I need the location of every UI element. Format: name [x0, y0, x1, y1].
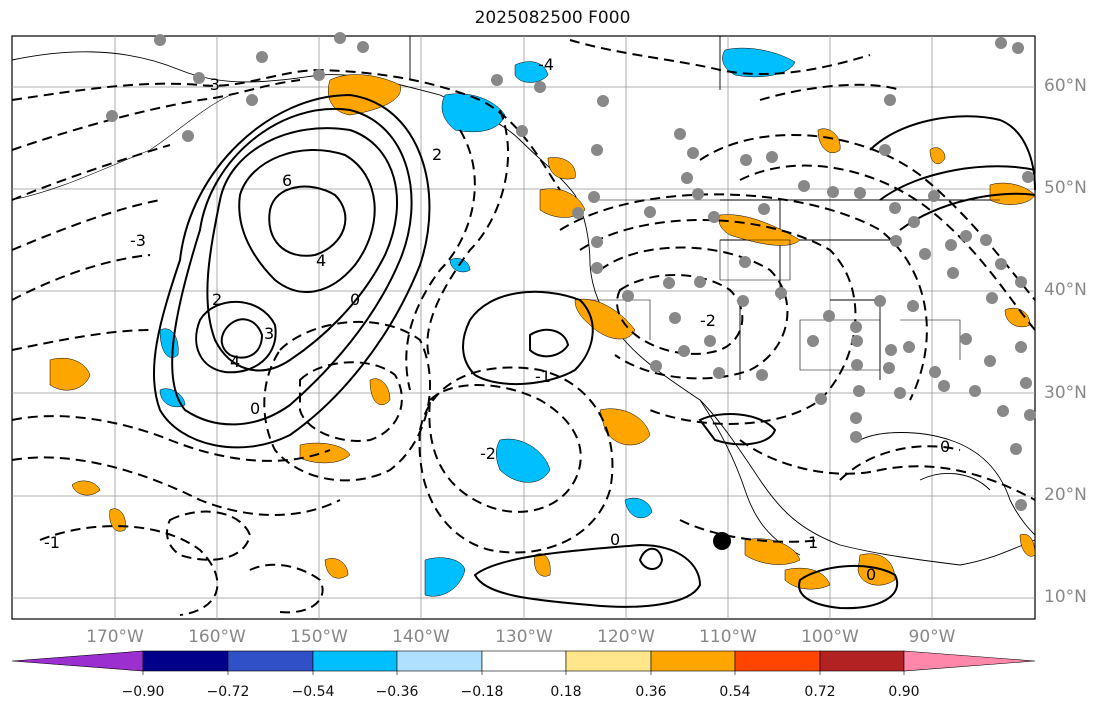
- colorbar-extend-high: [903, 650, 1036, 672]
- contour-labels: 6 4 4 3 2 0 0 0 0 0 -1 -1 1 -2 -2 -3 -3 …: [44, 55, 950, 584]
- colorbar-tick: −0.36: [375, 684, 419, 700]
- lat-label: 10°N: [1044, 587, 1087, 607]
- contour-label: 4: [316, 251, 326, 270]
- dashed-contours: [11, 39, 1036, 616]
- contour-label: -2: [480, 444, 496, 463]
- colorbar-bin: [312, 650, 398, 672]
- lat-label: 30°N: [1044, 383, 1087, 403]
- colorbar-tick-marks: [142, 671, 905, 675]
- colorbar-tick: −0.18: [460, 684, 504, 700]
- contour-label: 2: [432, 145, 442, 164]
- contour-label: 0: [610, 530, 620, 549]
- contour-label: -3: [130, 231, 146, 250]
- colorbar-bin: [142, 650, 229, 672]
- lon-label: 150°W: [290, 627, 348, 647]
- colorbar-bin: [819, 650, 905, 672]
- colorbar-bin: [734, 650, 821, 672]
- colorbar-bin: [650, 650, 736, 672]
- lat-label: 20°N: [1044, 485, 1087, 505]
- contour-label: 1: [808, 533, 818, 552]
- lon-label: 140°W: [392, 627, 450, 647]
- lon-label: 120°W: [597, 627, 655, 647]
- contour-label: 0: [250, 399, 260, 418]
- contour-label: -3: [204, 75, 220, 94]
- lon-label: 100°W: [801, 627, 859, 647]
- colorbar-tick: −0.54: [291, 684, 335, 700]
- contour-label: 3: [264, 324, 274, 343]
- lat-label: 60°N: [1044, 76, 1087, 96]
- contour-label: -1: [535, 367, 551, 386]
- map-frame: [11, 35, 1036, 620]
- lat-label: 50°N: [1044, 178, 1087, 198]
- colorbar-tick: −0.72: [206, 684, 250, 700]
- colorbar-extend-low: [11, 650, 144, 672]
- lat-label: 40°N: [1044, 280, 1087, 300]
- colorbar-tick: 0.36: [635, 684, 667, 700]
- colorbar-bin: [565, 650, 652, 672]
- contour-label: -1: [44, 533, 60, 552]
- colorbar-tick: −0.90: [121, 684, 165, 700]
- contour-label: 0: [350, 290, 360, 309]
- colorbar-bin: [396, 650, 483, 672]
- lon-label: 110°W: [699, 627, 757, 647]
- station-dots: [106, 32, 1036, 511]
- colorbar-bin: [481, 650, 567, 672]
- storm-marker: [713, 532, 731, 550]
- contour-label: 6: [282, 171, 292, 190]
- colorbar-tick: 0.72: [804, 684, 836, 700]
- lon-label: 90°W: [908, 627, 956, 647]
- map-title: 2025082500 F000: [474, 8, 631, 28]
- colorbar: [11, 650, 1036, 672]
- colorbar-tick: 0.54: [719, 684, 751, 700]
- contour-label: 2: [212, 290, 222, 309]
- lon-label: 130°W: [495, 627, 553, 647]
- contour-label: -4: [538, 55, 554, 74]
- colorbar-tick: 0.90: [888, 684, 920, 700]
- contour-label: 4: [230, 352, 240, 371]
- contour-label: 0: [866, 565, 876, 584]
- lon-label: 160°W: [188, 627, 246, 647]
- contour-label: -2: [700, 311, 716, 330]
- colorbar-bin: [227, 650, 314, 672]
- colorbar-tick: 0.18: [550, 684, 582, 700]
- lon-label: 170°W: [86, 627, 144, 647]
- contour-label: 0: [940, 437, 950, 456]
